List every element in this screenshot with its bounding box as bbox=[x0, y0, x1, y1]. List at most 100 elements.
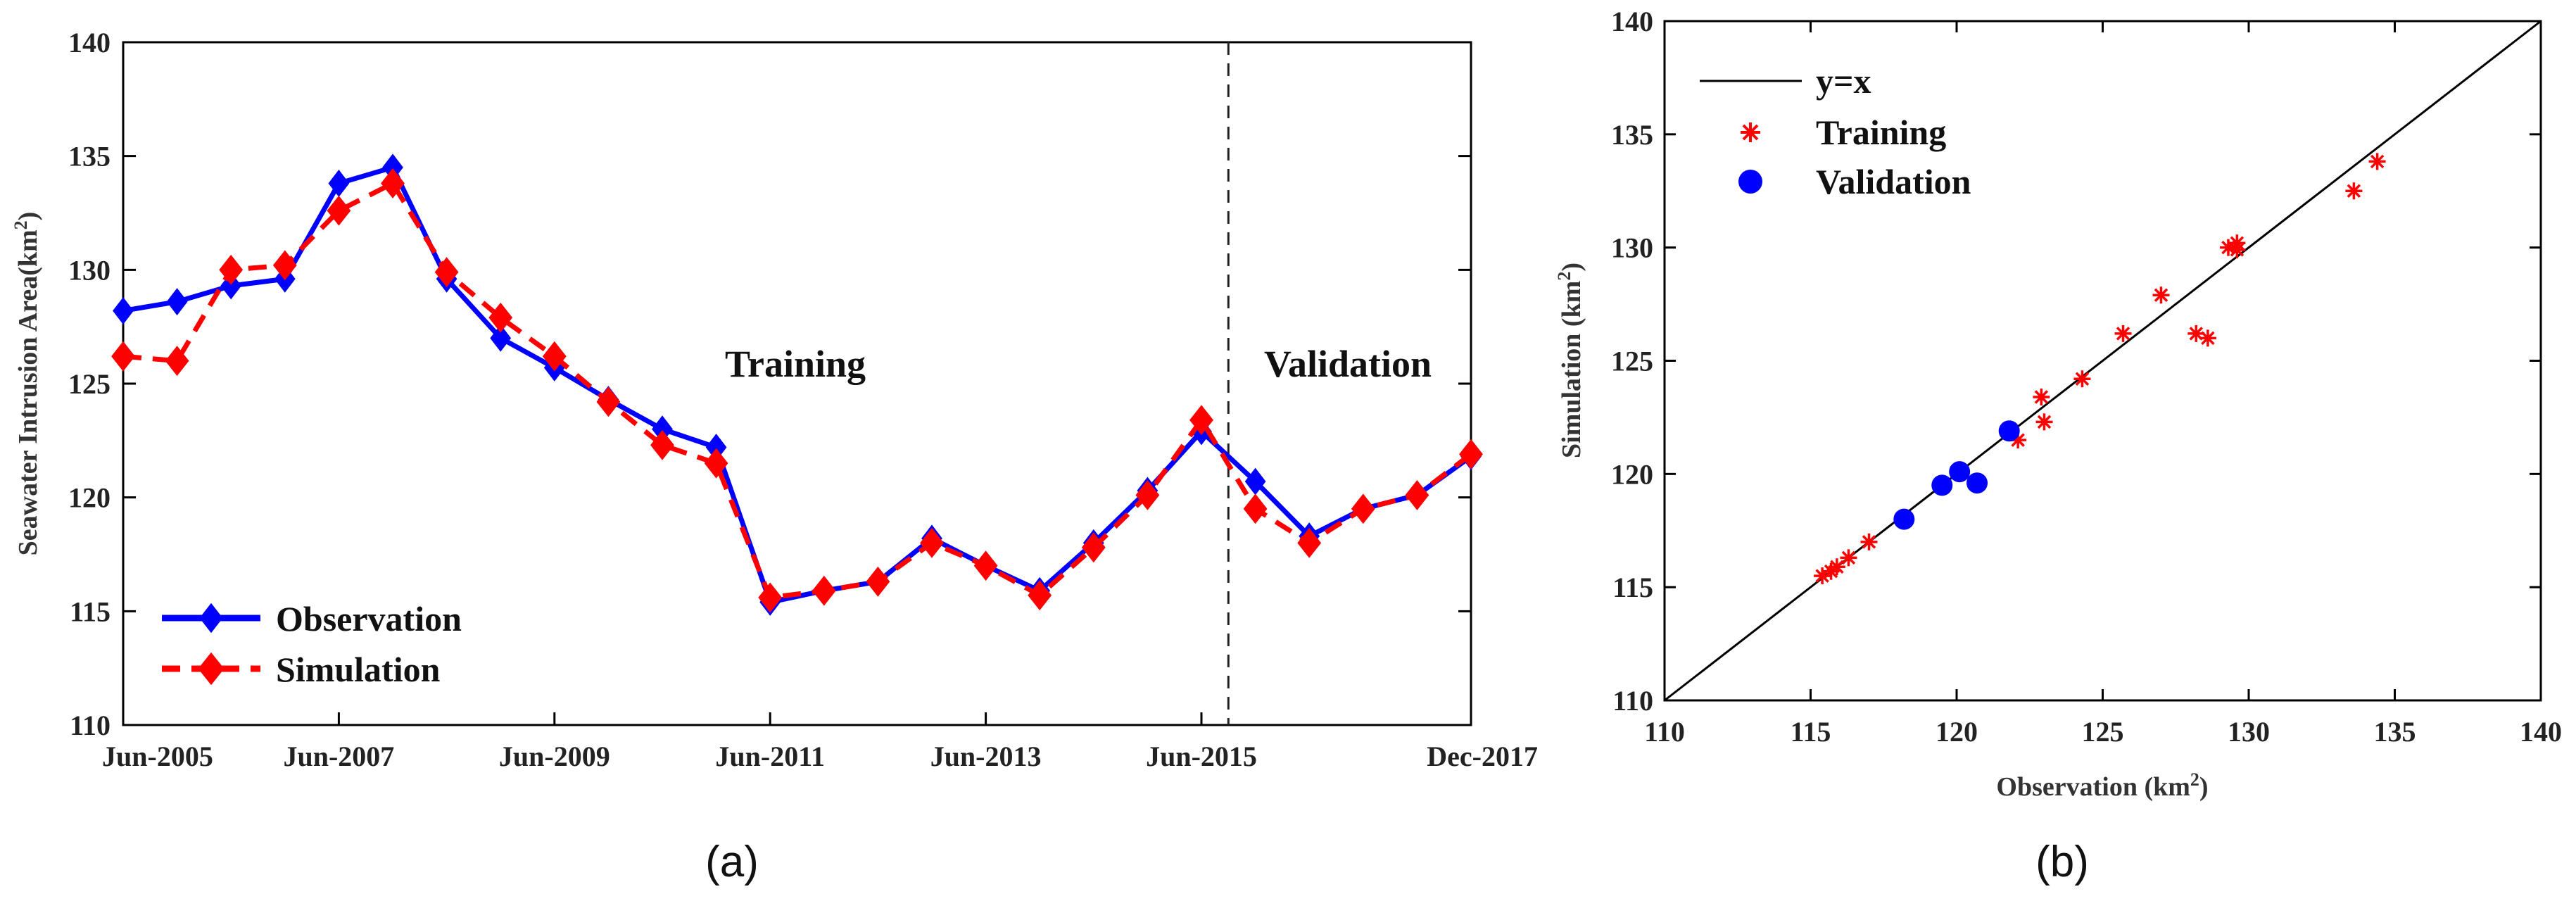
training-point-stroke bbox=[2189, 327, 2204, 341]
training-point-stroke bbox=[2034, 390, 2049, 404]
panel-b-x-ticks: 110 115 120 125 130 135 140 bbox=[1644, 21, 2562, 748]
series-simulation-marker bbox=[704, 448, 728, 479]
panel-a-y-axis-close: ) bbox=[13, 212, 43, 221]
training-point bbox=[2073, 370, 2091, 388]
series-simulation-marker bbox=[542, 341, 567, 372]
panel-a-x-tick-label: Jun-2013 bbox=[930, 741, 1042, 772]
legend-observation-marker bbox=[199, 603, 223, 634]
training-point-stroke bbox=[2011, 433, 2025, 447]
series-simulation-marker bbox=[1081, 532, 1106, 563]
panel-a-y-tick-label: 130 bbox=[68, 254, 111, 286]
validation-point bbox=[1893, 508, 1915, 530]
panel-a-x-tick-label: Jun-2007 bbox=[283, 741, 394, 772]
series-simulation-marker bbox=[596, 386, 621, 417]
training-point-stroke bbox=[2347, 184, 2361, 198]
panel-b-y-axis-label: Simulation (km bbox=[1557, 281, 1586, 458]
panel-b-x-tick-label: 120 bbox=[1936, 716, 1978, 748]
series-simulation-marker bbox=[973, 550, 998, 581]
panel-b-y-ticks: 110 115 120 125 130 135 140 bbox=[1611, 6, 2541, 717]
panel-b-x-tick-label: 125 bbox=[2082, 716, 2124, 748]
validation-point bbox=[1931, 474, 1953, 496]
panel-b-x-axis-sup: 2 bbox=[2190, 769, 2199, 790]
panel-a-legend: Observation Simulation bbox=[162, 599, 462, 689]
panel-b-scatter-chart: 110 115 120 125 130 135 140 110 115 120 125 130 135… bbox=[1554, 6, 2562, 886]
training-point bbox=[2345, 182, 2363, 200]
series-simulation-marker bbox=[1028, 580, 1052, 611]
series-simulation-marker bbox=[381, 168, 405, 199]
training-point-stroke bbox=[1862, 535, 1876, 549]
panel-a-y-tick-label: 125 bbox=[68, 368, 111, 400]
series-simulation-marker bbox=[650, 429, 674, 460]
series-simulation-marker bbox=[488, 302, 513, 333]
training-point-stroke bbox=[1830, 560, 1844, 574]
series-observation-marker bbox=[113, 297, 134, 325]
series-observation-marker bbox=[1244, 467, 1266, 496]
panel-b-x-tick-label: 110 bbox=[1644, 716, 1685, 748]
panel-b-y-tick-label: 135 bbox=[1611, 119, 1653, 151]
panel-b-y-axis-close: ) bbox=[1557, 263, 1586, 272]
training-point bbox=[2033, 388, 2050, 405]
training-point bbox=[2114, 325, 2132, 342]
series-simulation-marker bbox=[1351, 493, 1375, 524]
panel-b-x-tick-label: 140 bbox=[2520, 716, 2562, 748]
training-point bbox=[1860, 533, 1878, 550]
training-point bbox=[1828, 558, 1845, 576]
panel-a-y-tick-label: 135 bbox=[68, 141, 111, 172]
series-simulation-marker bbox=[434, 257, 459, 287]
training-point bbox=[2035, 413, 2053, 431]
training-point-stroke bbox=[1841, 550, 1856, 565]
panel-a-y-axis-label: Seawater Intrusion Area(km bbox=[13, 229, 43, 555]
panel-b-y-axis-title: Simulation (km2) bbox=[1554, 263, 1586, 458]
panel-a-y-tick-label: 120 bbox=[68, 482, 111, 514]
training-point-stroke bbox=[2116, 327, 2130, 341]
legend-simulation-marker bbox=[198, 652, 225, 686]
training-point bbox=[2228, 241, 2246, 258]
panel-b-y-tick-label: 140 bbox=[1611, 6, 1653, 37]
training-point-stroke bbox=[2037, 415, 2052, 429]
legend-identity-label: y=x bbox=[1816, 61, 1871, 101]
series-simulation-line bbox=[122, 181, 1473, 600]
panel-b-x-axis-close: ) bbox=[2199, 772, 2209, 802]
panel-b-caption: (b) bbox=[2035, 838, 2089, 886]
training-point-stroke bbox=[2201, 331, 2215, 346]
panel-a-y-tick-label: 115 bbox=[70, 596, 111, 627]
panel-a-caption: (a) bbox=[705, 838, 759, 886]
training-point bbox=[2199, 329, 2216, 347]
panel-b-x-axis-label: Observation (km bbox=[1996, 772, 2190, 802]
panel-a-series bbox=[111, 153, 1483, 616]
training-point-stroke bbox=[2230, 243, 2244, 257]
panel-b-y-tick-label: 130 bbox=[1611, 232, 1653, 264]
panel-a-y-tick-label: 140 bbox=[68, 27, 111, 58]
validation-point bbox=[1949, 461, 1971, 483]
identity-line bbox=[1664, 20, 2542, 702]
validation-point bbox=[1966, 472, 1988, 494]
panel-b-legend: y=x Training Validation bbox=[1700, 61, 1971, 201]
series-simulation-marker bbox=[1297, 527, 1322, 558]
panel-b-y-tick-label: 120 bbox=[1611, 458, 1653, 490]
panel-b-x-axis-title: Observation (km2) bbox=[1996, 769, 2208, 802]
series-simulation-marker bbox=[812, 575, 836, 606]
panel-a-x-tick-label: Dec-2017 bbox=[1427, 741, 1538, 772]
training-point bbox=[2368, 153, 2386, 170]
series-observation-marker bbox=[328, 169, 350, 197]
series-simulation-marker bbox=[219, 254, 244, 285]
series-simulation-marker bbox=[866, 566, 890, 597]
panel-a-y-tick-label: 110 bbox=[70, 710, 111, 741]
panel-b-x-tick-label: 135 bbox=[2374, 716, 2416, 748]
series-simulation-marker bbox=[758, 582, 783, 613]
panel-b-y-axis-sup: 2 bbox=[1554, 272, 1574, 281]
panel-b-x-tick-label: 115 bbox=[1791, 716, 1831, 748]
training-point bbox=[1840, 549, 1857, 567]
legend-simulation-label: Simulation bbox=[276, 650, 441, 689]
series-simulation-marker bbox=[1135, 480, 1160, 510]
panel-b-y-tick-label: 115 bbox=[1612, 572, 1653, 603]
panel-a-x-tick-label: Jun-2011 bbox=[715, 741, 825, 772]
legend-observation-label: Observation bbox=[276, 599, 462, 638]
legend-validation-marker bbox=[1738, 170, 1762, 194]
series-simulation-marker bbox=[1459, 439, 1483, 470]
panel-a-x-tick-label: Jun-2005 bbox=[102, 741, 213, 772]
validation-point bbox=[1998, 420, 2020, 442]
series-simulation-marker bbox=[920, 527, 944, 558]
panel-a-y-ticks: 110 115 120 125 130 135 140 bbox=[68, 27, 1471, 741]
